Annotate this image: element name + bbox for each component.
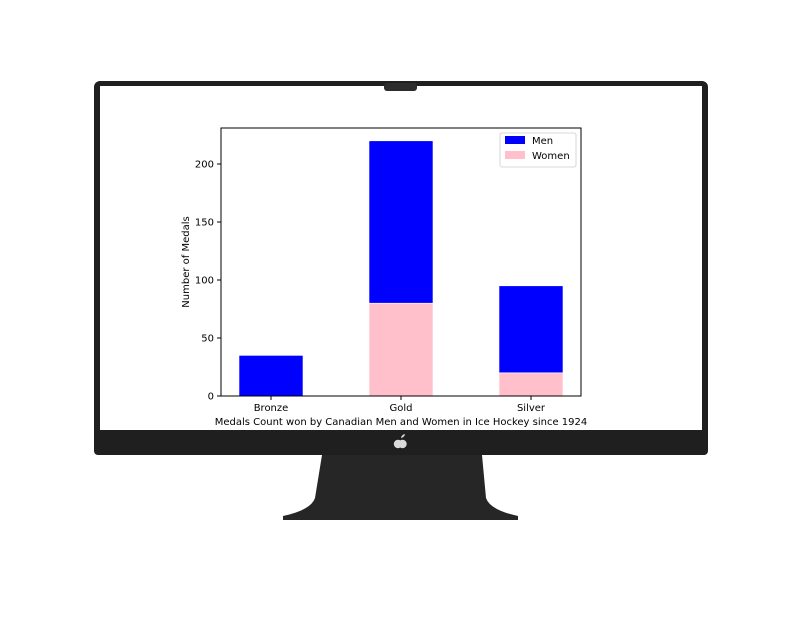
x-axis: Bronze Gold Silver [254, 396, 546, 414]
x-axis-label: Medals Count won by Canadian Men and Wom… [215, 417, 588, 428]
chart-legend: Men Women [499, 132, 577, 168]
legend-swatch-men [505, 136, 525, 144]
bar-women-silver [498, 372, 564, 397]
bar-men-gold [368, 140, 434, 304]
monitor-stand [283, 455, 518, 520]
medal-chart: 0 50 100 150 200 Bronze Gold Silver Number of … [181, 127, 588, 428]
webcam-notch-icon [384, 83, 417, 91]
apple-logo-icon [393, 434, 407, 449]
x-tick-label: Gold [390, 403, 413, 414]
x-tick-label: Silver [517, 403, 546, 414]
legend-label-women: Women [532, 151, 570, 162]
bar-women-gold [368, 302, 434, 397]
y-tick-label: 200 [195, 160, 214, 171]
y-axis-label: Number of Medals [181, 216, 192, 307]
y-axis: 0 50 100 150 200 [195, 160, 221, 403]
y-tick-label: 100 [195, 276, 214, 287]
bar-men-bronze [238, 355, 304, 397]
y-tick-label: 0 [208, 392, 214, 403]
y-tick-label: 150 [195, 218, 214, 229]
legend-swatch-women [505, 151, 525, 159]
y-tick-label: 50 [201, 334, 214, 345]
bar-men-silver [498, 285, 564, 374]
legend-label-men: Men [532, 136, 553, 147]
x-tick-label: Bronze [254, 403, 289, 414]
bars-layer [238, 140, 564, 397]
